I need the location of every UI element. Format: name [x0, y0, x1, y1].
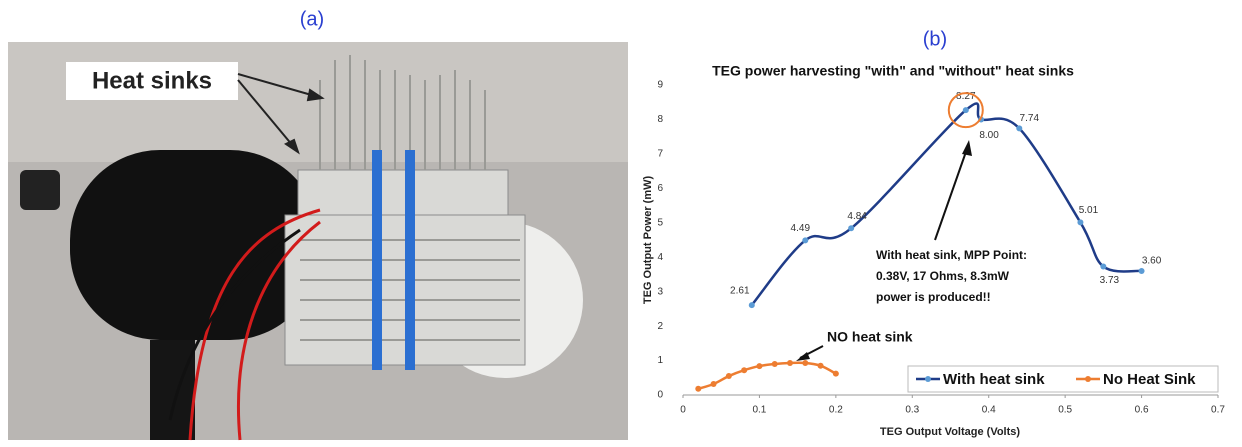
- data-label: 3.73: [1100, 275, 1120, 286]
- figure: (a) (b) Heat sink: [0, 0, 1242, 442]
- data-point: [756, 363, 762, 369]
- data-point: [695, 386, 701, 392]
- data-point: [833, 371, 839, 377]
- annotation-arrow: [935, 146, 968, 240]
- series-line: [698, 363, 836, 389]
- y-tick-label: 6: [657, 183, 663, 194]
- data-point: [802, 360, 808, 366]
- x-tick-label: 0.5: [1058, 405, 1072, 416]
- y-tick-label: 4: [657, 252, 663, 263]
- y-tick-label: 3: [657, 286, 663, 297]
- data-point: [1077, 219, 1083, 225]
- data-label: 4.49: [791, 223, 811, 234]
- data-point: [1016, 125, 1022, 131]
- data-label: 4.84: [847, 211, 867, 222]
- y-tick-label: 8: [657, 114, 663, 125]
- data-label: 5.01: [1079, 205, 1099, 216]
- legend-label: No Heat Sink: [1103, 371, 1196, 388]
- arrow-head: [962, 140, 972, 156]
- x-tick-label: 0.2: [829, 405, 843, 416]
- x-tick-label: 0.7: [1211, 405, 1225, 416]
- data-point: [848, 225, 854, 231]
- panel-label: (a): [300, 8, 324, 30]
- data-point: [1100, 264, 1106, 270]
- callout: Heat sinks: [92, 67, 212, 94]
- x-tick-label: 0.6: [1135, 405, 1149, 416]
- data-point: [1139, 268, 1145, 274]
- x-tick-label: 0.1: [752, 405, 766, 416]
- annotation: NO heat sink: [827, 329, 913, 345]
- x-tick-label: 0.3: [905, 405, 919, 416]
- y-tick-label: 2: [657, 321, 663, 332]
- y-axis-label: TEG Output Power (mW): [642, 176, 654, 305]
- data-label: 7.74: [1020, 113, 1040, 124]
- legend-marker: [1085, 376, 1091, 382]
- legend-label: With heat sink: [943, 371, 1045, 388]
- data-label: 3.60: [1142, 256, 1162, 267]
- data-point: [711, 381, 717, 387]
- data-point: [802, 237, 808, 243]
- y-tick-label: 1: [657, 355, 663, 366]
- x-tick-label: 0.4: [982, 405, 996, 416]
- data-point: [772, 361, 778, 367]
- data-label: 8.00: [979, 130, 999, 141]
- y-tick-label: 5: [657, 217, 663, 228]
- chart-title: TEG power harvesting "with" and "without…: [712, 63, 1074, 79]
- y-tick-label: 7: [657, 149, 663, 160]
- data-point: [818, 363, 824, 369]
- annotation: 0.38V, 17 Ohms, 8.3mW: [876, 269, 1010, 283]
- panel-label: (b): [923, 28, 947, 50]
- data-label: 2.61: [730, 286, 750, 297]
- data-point: [749, 302, 755, 308]
- annotation: With heat sink, MPP Point:: [876, 248, 1027, 262]
- y-tick-label: 0: [657, 390, 663, 401]
- data-point: [787, 360, 793, 366]
- x-axis-label: TEG Output Voltage (Volts): [880, 426, 1020, 438]
- data-point: [963, 107, 969, 113]
- annotation: power is produced!!: [876, 290, 991, 304]
- legend-marker: [925, 376, 931, 382]
- photo: Heat sinks: [8, 42, 628, 440]
- data-point: [741, 367, 747, 373]
- data-point: [726, 373, 732, 379]
- x-tick-label: 0: [680, 405, 686, 416]
- y-tick-label: 9: [657, 80, 663, 91]
